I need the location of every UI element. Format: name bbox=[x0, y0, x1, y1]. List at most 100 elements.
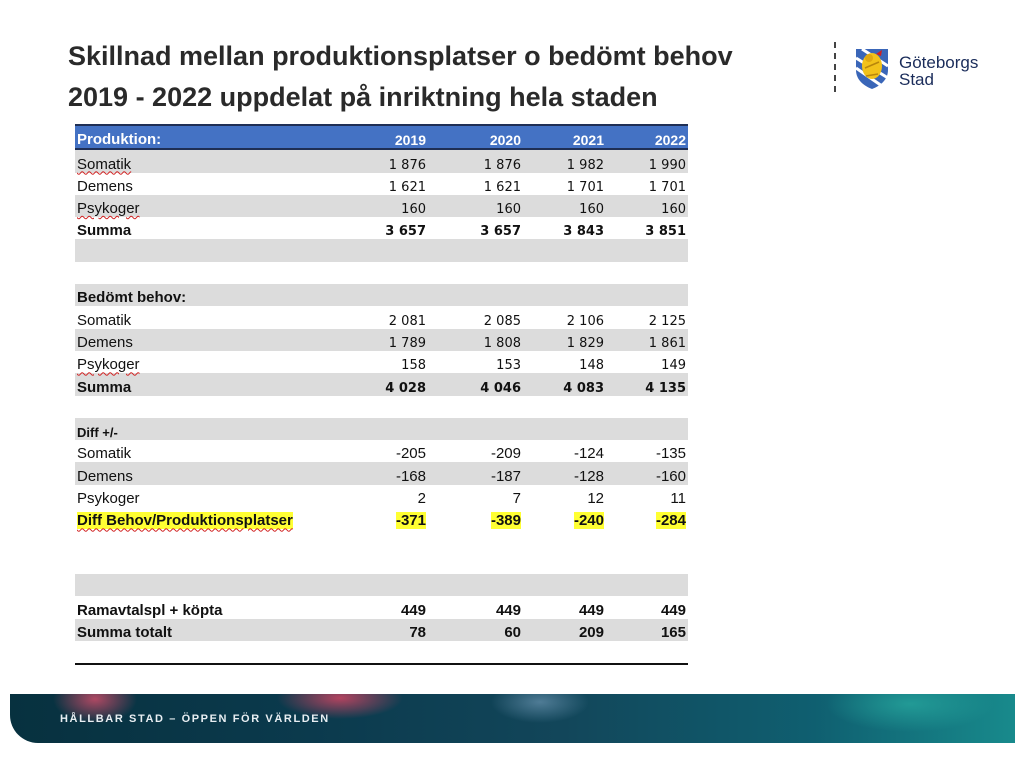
cell: 2 bbox=[417, 490, 426, 508]
cell: 1 621 bbox=[483, 179, 521, 195]
cell: 4 046 bbox=[428, 373, 523, 396]
spacer-row bbox=[75, 573, 688, 597]
spacer-row bbox=[75, 239, 688, 262]
cell: 12 bbox=[587, 490, 604, 508]
table-row: Summa 4 028 4 046 4 083 4 135 bbox=[75, 373, 688, 396]
cell: 148 bbox=[579, 358, 604, 374]
section-heading: Bedömt behov: bbox=[75, 284, 345, 307]
cell: -389 bbox=[490, 512, 521, 530]
logo-line-1: Göteborgs bbox=[899, 53, 979, 72]
cell: -160 bbox=[606, 462, 688, 485]
spacer-row bbox=[75, 552, 688, 574]
table-header-row: Produktion: 2019 2020 2021 2022 bbox=[75, 123, 688, 151]
row-label: Somatik bbox=[75, 149, 345, 173]
cell: 160 bbox=[428, 194, 523, 218]
cell: 3 657 bbox=[385, 224, 426, 240]
cell: 1 861 bbox=[606, 328, 688, 351]
row-label: Psykoger bbox=[77, 490, 140, 508]
row-label: Summa totalt bbox=[75, 618, 345, 641]
row-label: Summa bbox=[75, 373, 345, 396]
cell: 1 829 bbox=[523, 328, 606, 351]
logo-line-2: Stad bbox=[899, 70, 934, 89]
cell: 1 701 bbox=[648, 179, 686, 195]
table-row: Psykoger 158 153 148 149 bbox=[75, 351, 688, 373]
title-divider bbox=[834, 42, 836, 92]
cell: 2 085 bbox=[483, 313, 521, 329]
row-label: Psykoger bbox=[77, 356, 140, 374]
table-row: Demens 1 621 1 621 1 701 1 701 bbox=[75, 173, 688, 195]
cell: 3 851 bbox=[645, 224, 686, 240]
cell: -187 bbox=[428, 462, 523, 485]
table-row: Somatik 1 876 1 876 1 982 1 990 bbox=[75, 149, 688, 173]
cell: 4 083 bbox=[523, 373, 606, 396]
header-year: 2019 bbox=[345, 123, 428, 151]
table-row: Demens 1 789 1 808 1 829 1 861 bbox=[75, 328, 688, 351]
cell: 158 bbox=[401, 358, 426, 374]
cell: 149 bbox=[661, 358, 686, 374]
logo-text: Göteborgs Stad bbox=[899, 54, 978, 88]
table-row: Summa totalt 78 60 209 165 bbox=[75, 618, 688, 641]
section-heading-row: Diff +/- bbox=[75, 417, 688, 441]
spacer-row bbox=[75, 396, 688, 418]
cell: 449 bbox=[495, 601, 521, 619]
cell: 60 bbox=[428, 618, 523, 641]
cell: 1 789 bbox=[345, 328, 428, 351]
cell: 160 bbox=[606, 194, 688, 218]
header-year: 2021 bbox=[523, 123, 606, 151]
slide-title: Skillnad mellan produktionsplatser o bed… bbox=[68, 36, 828, 118]
cell: -240 bbox=[573, 512, 604, 530]
cell: -209 bbox=[490, 445, 521, 463]
spacer-row bbox=[75, 529, 688, 551]
cell: 160 bbox=[345, 194, 428, 218]
cell: 449 bbox=[578, 601, 604, 619]
footer-tagline: HÅLLBAR STAD – ÖPPEN FÖR VÄRLDEN bbox=[60, 713, 330, 725]
production-need-table: Produktion: 2019 2020 2021 2022 Somatik … bbox=[75, 123, 688, 666]
table-row: Psykoger 2 7 12 11 bbox=[75, 485, 688, 507]
cell: 1 701 bbox=[566, 179, 604, 195]
row-label: Somatik bbox=[77, 445, 132, 463]
cell: 2 081 bbox=[388, 313, 426, 329]
cell: 449 bbox=[660, 601, 686, 619]
cell: 2 125 bbox=[648, 313, 686, 329]
cell: 165 bbox=[606, 618, 688, 641]
cell: 4 135 bbox=[606, 373, 688, 396]
cell: 11 bbox=[670, 490, 686, 508]
cell: 160 bbox=[523, 194, 606, 218]
table-row: Psykoger 160 160 160 160 bbox=[75, 194, 688, 218]
cell: -124 bbox=[573, 445, 604, 463]
cell: -371 bbox=[395, 512, 426, 530]
cell: 1 876 bbox=[428, 149, 523, 173]
cell: 2 106 bbox=[566, 313, 604, 329]
cell: -168 bbox=[345, 462, 428, 485]
footer-banner: HÅLLBAR STAD – ÖPPEN FÖR VÄRLDEN bbox=[10, 694, 1015, 743]
goteborgs-stad-logo: Göteborgs Stad bbox=[852, 46, 1002, 94]
cell: 7 bbox=[512, 490, 521, 508]
lion-shield-icon bbox=[855, 47, 889, 89]
section-heading: Diff +/- bbox=[75, 417, 345, 441]
row-label: Somatik bbox=[77, 311, 132, 329]
row-label: Psykoger bbox=[75, 194, 345, 218]
table-row: Demens -168 -187 -128 -160 bbox=[75, 462, 688, 485]
row-label: Diff Behov/Produktionsplatser bbox=[77, 512, 293, 530]
cell: -128 bbox=[523, 462, 606, 485]
cell: -284 bbox=[655, 512, 686, 530]
header-year: 2022 bbox=[606, 123, 688, 151]
row-label: Demens bbox=[75, 328, 345, 351]
cell: 78 bbox=[345, 618, 428, 641]
header-label: Produktion: bbox=[75, 123, 345, 151]
cell: 1 982 bbox=[523, 149, 606, 173]
table-row: Ramavtalspl + köpta 449 449 449 449 bbox=[75, 596, 688, 619]
spacer-row bbox=[75, 640, 688, 666]
row-label: Demens bbox=[77, 177, 133, 195]
cell: 153 bbox=[496, 358, 521, 374]
cell: 1 621 bbox=[388, 179, 426, 195]
title-line-1: Skillnad mellan produktionsplatser o bed… bbox=[68, 41, 733, 71]
row-label: Summa bbox=[77, 222, 132, 240]
cell: -205 bbox=[395, 445, 426, 463]
cell: 1 808 bbox=[428, 328, 523, 351]
section-heading-row: Bedömt behov: bbox=[75, 284, 688, 307]
row-label: Demens bbox=[75, 462, 345, 485]
cell: 1 876 bbox=[345, 149, 428, 173]
table-row: Summa 3 657 3 657 3 843 3 851 bbox=[75, 217, 688, 239]
header-year: 2020 bbox=[428, 123, 523, 151]
